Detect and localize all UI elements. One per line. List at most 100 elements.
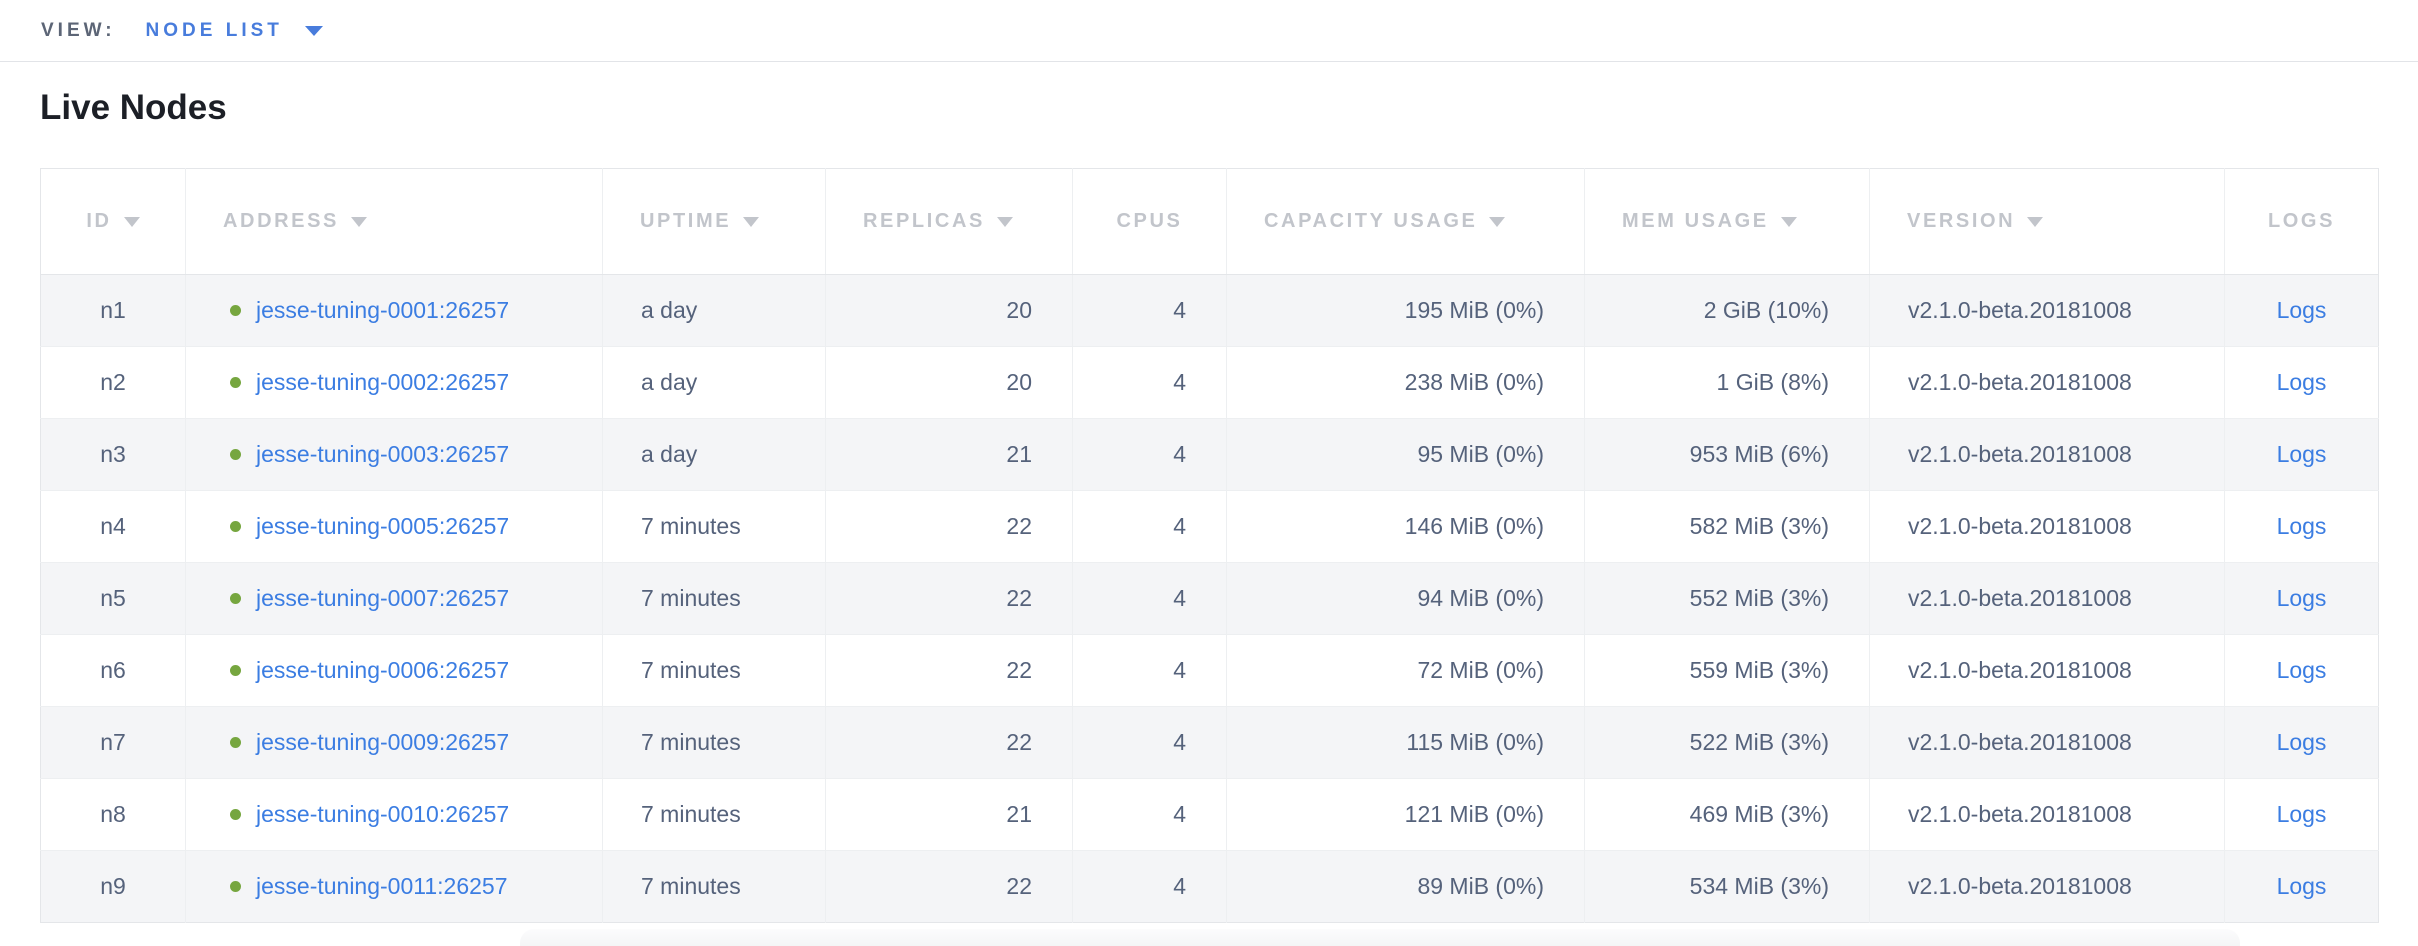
column-header-label: ID [86,210,112,232]
node-logs-cell: Logs [2224,706,2379,779]
node-version-cell: v2.1.0-beta.20181008 [1869,562,2225,635]
node-uptime-cell: a day [602,274,826,347]
table-row: n5 jesse-tuning-0007:26257 7 minutes 22 … [40,562,2379,635]
node-mem-cell: 534 MiB (3%) [1584,850,1870,923]
view-selector-bar: VIEW: NODE LIST [0,0,2418,62]
node-logs-link[interactable]: Logs [2276,801,2327,827]
node-logs-link[interactable]: Logs [2276,657,2327,683]
node-uptime-cell: 7 minutes [602,706,826,779]
node-address-link[interactable]: jesse-tuning-0007:26257 [256,585,510,611]
node-cpus-cell: 4 [1072,634,1227,707]
node-live-status-icon [230,449,241,460]
caret-down-icon [304,25,323,36]
node-cpus-cell: 4 [1072,490,1227,563]
node-logs-link[interactable]: Logs [2276,441,2327,467]
sort-desc-icon [351,217,367,227]
view-label: VIEW: [41,19,116,41]
node-id-cell: n9 [40,850,186,923]
node-id-cell: n5 [40,562,186,635]
column-header-label: REPLICAS [863,210,985,232]
node-uptime-cell: 7 minutes [602,490,826,563]
node-version-cell: v2.1.0-beta.20181008 [1869,706,2225,779]
node-id-cell: n6 [40,634,186,707]
node-replicas-cell: 21 [825,418,1073,491]
column-header-replicas[interactable]: REPLICAS [825,168,1073,275]
node-logs-link[interactable]: Logs [2276,369,2327,395]
node-capacity-cell: 238 MiB (0%) [1226,346,1585,419]
sort-desc-icon [1489,217,1506,227]
node-uptime-cell: 7 minutes [602,850,826,923]
node-replicas-cell: 22 [825,490,1073,563]
node-replicas-cell: 22 [825,850,1073,923]
node-logs-link[interactable]: Logs [2276,873,2327,899]
node-address-link[interactable]: jesse-tuning-0002:26257 [256,369,510,395]
node-version-cell: v2.1.0-beta.20181008 [1869,274,2225,347]
node-address-cell: jesse-tuning-0006:26257 [185,634,603,707]
node-capacity-cell: 115 MiB (0%) [1226,706,1585,779]
node-live-status-icon [230,377,241,388]
node-address-cell: jesse-tuning-0001:26257 [185,274,603,347]
node-version-cell: v2.1.0-beta.20181008 [1869,850,2225,923]
node-address-cell: jesse-tuning-0007:26257 [185,562,603,635]
node-address-link[interactable]: jesse-tuning-0006:26257 [256,657,510,683]
node-capacity-cell: 146 MiB (0%) [1226,490,1585,563]
sort-desc-icon [996,217,1013,227]
table-row: n7 jesse-tuning-0009:26257 7 minutes 22 … [40,706,2379,779]
column-header-label: LOGS [2267,210,2336,232]
view-dropdown-value: NODE LIST [145,19,283,41]
node-logs-cell: Logs [2224,418,2379,491]
node-cpus-cell: 4 [1072,274,1227,347]
node-replicas-cell: 22 [825,562,1073,635]
node-logs-link[interactable]: Logs [2276,513,2327,539]
node-logs-cell: Logs [2224,346,2379,419]
node-address-link[interactable]: jesse-tuning-0003:26257 [256,441,510,467]
column-header-label: ADDRESS [223,210,339,232]
node-id-cell: n1 [40,274,186,347]
node-replicas-cell: 22 [825,706,1073,779]
node-address-link[interactable]: jesse-tuning-0011:26257 [256,873,508,899]
live-nodes-table-container: ID ADDRESS UPTIME REPLICAS CPUS CAPACITY… [40,168,2379,923]
table-row: n9 jesse-tuning-0011:26257 7 minutes 22 … [40,850,2379,923]
column-header-label: VERSION [1907,210,2016,232]
view-dropdown[interactable]: NODE LIST [146,20,323,42]
node-logs-link[interactable]: Logs [2276,297,2327,323]
table-header-row: ID ADDRESS UPTIME REPLICAS CPUS CAPACITY… [40,168,2379,275]
node-cpus-cell: 4 [1072,850,1227,923]
node-logs-link[interactable]: Logs [2276,585,2327,611]
column-header-mem-usage[interactable]: MEM USAGE [1584,168,1870,275]
node-logs-cell: Logs [2225,275,2379,347]
node-address-link[interactable]: jesse-tuning-0001:26257 [256,297,510,323]
node-address-link[interactable]: jesse-tuning-0005:26257 [256,513,510,539]
node-live-status-icon [230,665,241,676]
node-capacity-cell: 121 MiB (0%) [1226,778,1585,851]
column-header-id[interactable]: ID [40,168,186,275]
node-address-cell: jesse-tuning-0009:26257 [185,706,603,779]
node-logs-link[interactable]: Logs [2276,729,2327,755]
column-header-address[interactable]: ADDRESS [185,168,603,275]
node-address-cell: jesse-tuning-0002:26257 [185,346,603,419]
table-row: n2 jesse-tuning-0002:26257 a day 20 4 23… [40,346,2379,419]
table-row: n6 jesse-tuning-0006:26257 7 minutes 22 … [40,634,2379,707]
column-header-uptime[interactable]: UPTIME [602,168,826,275]
node-uptime-cell: a day [602,346,826,419]
column-header-capacity-usage[interactable]: CAPACITY USAGE [1226,168,1585,275]
node-address-link[interactable]: jesse-tuning-0009:26257 [256,729,510,755]
node-replicas-cell: 20 [825,274,1073,347]
node-replicas-cell: 20 [825,346,1073,419]
node-cpus-cell: 4 [1072,562,1227,635]
node-mem-cell: 953 MiB (6%) [1584,418,1870,491]
column-header-version[interactable]: VERSION [1869,168,2225,275]
node-address-link[interactable]: jesse-tuning-0010:26257 [256,801,510,827]
node-version-cell: v2.1.0-beta.20181008 [1869,634,2225,707]
node-replicas-cell: 21 [825,778,1073,851]
page-title: Live Nodes [40,88,227,127]
node-address-cell: jesse-tuning-0005:26257 [185,490,603,563]
node-capacity-cell: 89 MiB (0%) [1226,850,1585,923]
node-live-status-icon [230,521,241,532]
node-address-cell: jesse-tuning-0003:26257 [185,418,603,491]
node-mem-cell: 559 MiB (3%) [1584,634,1870,707]
node-id-cell: n2 [40,346,186,419]
node-version-cell: v2.1.0-beta.20181008 [1869,418,2225,491]
column-header-label: MEM USAGE [1622,210,1769,232]
node-version-cell: v2.1.0-beta.20181008 [1869,490,2225,563]
